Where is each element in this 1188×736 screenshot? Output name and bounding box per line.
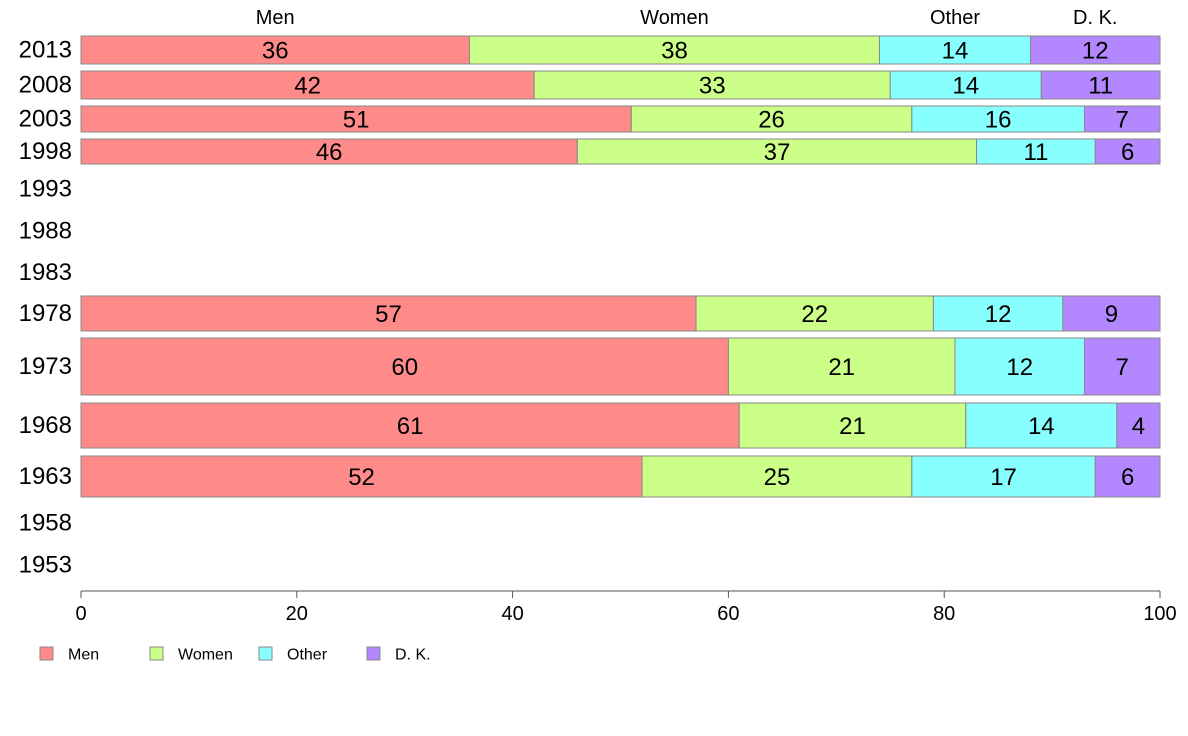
bar-segment: [80, 70, 535, 100]
series-header-label: Other: [930, 7, 980, 29]
data-label: 57: [375, 301, 402, 328]
data-label: 11: [1088, 73, 1113, 100]
x-tick-label: 40: [501, 603, 523, 625]
bar-segment: [80, 35, 470, 65]
bar-segment: [1094, 138, 1161, 165]
data-label: 14: [942, 38, 969, 65]
data-label: 9: [1105, 301, 1118, 328]
data-label: 22: [801, 301, 828, 328]
series-header-label: Women: [640, 7, 709, 29]
category-label: 1973: [19, 353, 72, 380]
category-label: 1988: [19, 218, 72, 245]
bar-segment: [932, 295, 1064, 332]
data-label: 11: [1023, 139, 1048, 166]
x-tick-label: 20: [286, 603, 308, 625]
category-label: 2003: [19, 106, 72, 133]
bar-segment: [878, 35, 1032, 65]
data-label: 14: [952, 73, 979, 100]
category-label: 2008: [19, 72, 72, 99]
bar-segment: [80, 138, 578, 165]
bar-segment: [80, 337, 729, 396]
bar-segment: [1094, 455, 1161, 498]
legend-label: Women: [178, 647, 233, 664]
series-header-label: Men: [256, 7, 295, 29]
data-label: 60: [391, 354, 418, 381]
bar-segment: [468, 35, 880, 65]
data-label: 42: [294, 73, 321, 100]
data-label: 25: [764, 464, 791, 491]
data-label: 21: [828, 354, 855, 381]
data-label: 26: [758, 107, 785, 134]
data-label: 7: [1116, 107, 1129, 134]
data-label: 16: [985, 107, 1012, 134]
x-tick-label: 80: [933, 603, 955, 625]
bar-segment: [1083, 105, 1161, 133]
bar-segment: [889, 70, 1042, 100]
data-label: 4: [1132, 413, 1145, 440]
bar-segment: [80, 455, 643, 498]
legend-swatch: [366, 646, 381, 661]
bar-segment: [1040, 70, 1161, 100]
x-tick-label: 60: [717, 603, 739, 625]
data-label: 37: [764, 139, 791, 166]
data-label: 7: [1116, 354, 1129, 381]
bar-segment: [80, 402, 740, 449]
data-label: 12: [985, 301, 1012, 328]
category-label: 1993: [19, 176, 72, 203]
legend-label: Men: [68, 647, 99, 664]
bar-segment: [727, 337, 956, 396]
category-label: 1958: [19, 510, 72, 537]
category-label: 2013: [19, 37, 72, 64]
category-label: 1983: [19, 259, 72, 286]
x-tick-label: 100: [1143, 603, 1176, 625]
bar-segment: [1116, 402, 1161, 449]
category-label: 1963: [19, 463, 72, 490]
category-label: 1968: [19, 412, 72, 439]
data-label: 17: [990, 464, 1017, 491]
category-label: 1953: [19, 552, 72, 579]
data-label: 12: [1082, 38, 1109, 65]
data-label: 52: [348, 464, 375, 491]
x-tick-label: 0: [75, 603, 86, 625]
bar-segment: [1083, 337, 1161, 396]
data-label: 6: [1121, 139, 1134, 166]
data-label: 14: [1028, 413, 1055, 440]
data-label: 36: [262, 38, 289, 65]
bar-segment: [954, 337, 1085, 396]
legend-swatch: [149, 646, 164, 661]
bar-segment: [576, 138, 978, 165]
bar-segment: [1062, 295, 1161, 332]
bar-segment: [80, 295, 697, 332]
bar-segment: [911, 455, 1096, 498]
legend-label: Other: [287, 647, 328, 664]
bar-segment: [630, 105, 913, 133]
bar-segment: [533, 70, 891, 100]
series-header-label: D. K.: [1073, 7, 1117, 29]
bar-segment: [695, 295, 934, 332]
legend-swatch: [258, 646, 273, 661]
data-label: 38: [661, 38, 688, 65]
data-label: 46: [316, 139, 343, 166]
legend-label: D. K.: [395, 647, 431, 664]
data-label: 6: [1121, 464, 1134, 491]
bar-segment: [80, 105, 632, 133]
data-label: 12: [1006, 354, 1033, 381]
bar-segment: [1030, 35, 1161, 65]
data-label: 61: [397, 413, 424, 440]
category-label: 1978: [19, 300, 72, 327]
bar-segment: [965, 402, 1118, 449]
data-label: 21: [839, 413, 866, 440]
category-label: 1998: [19, 138, 72, 165]
data-label: 51: [343, 107, 370, 134]
data-label: 33: [699, 73, 726, 100]
legend-swatch: [39, 646, 54, 661]
